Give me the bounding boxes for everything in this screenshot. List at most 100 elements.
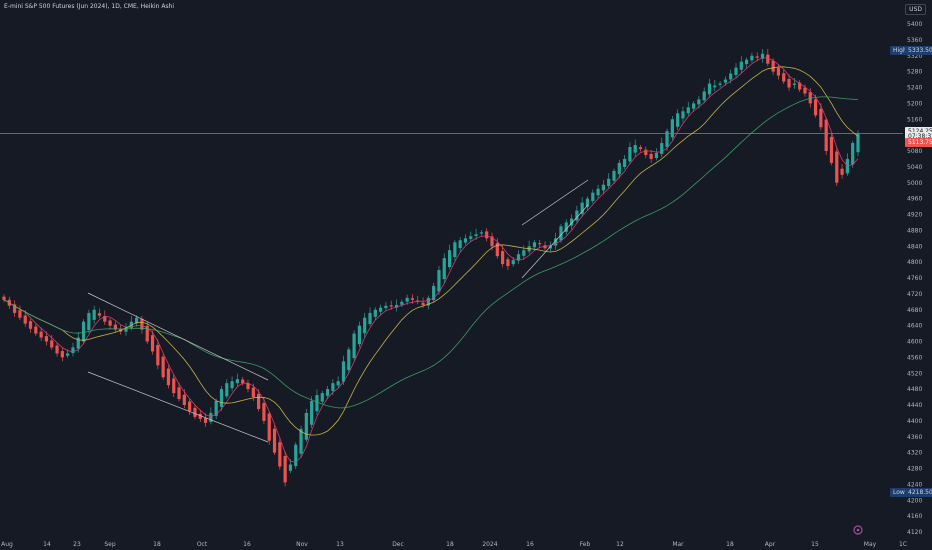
candle-body (352, 333, 356, 359)
candle-body (331, 383, 335, 391)
candle-body (432, 285, 436, 301)
y-tick-label: 5080 (907, 148, 922, 155)
candle-body (782, 73, 786, 82)
y-tick-label: 4560 (907, 354, 922, 361)
candle-body (379, 307, 383, 312)
x-tick-label: Dec (392, 541, 404, 548)
candle-body (729, 73, 733, 80)
candle-body (559, 226, 563, 241)
x-tick-label: Mar (672, 541, 684, 548)
candle-body (357, 325, 361, 345)
y-tick-label: 5320 (907, 53, 922, 60)
candle-body (633, 145, 637, 153)
candle-body (437, 270, 441, 292)
x-tick-label: Oct (197, 541, 208, 548)
candle-body (856, 133, 860, 153)
trendline[interactable] (87, 292, 269, 381)
y-tick-label: 4920 (907, 212, 922, 219)
trendline[interactable] (521, 204, 589, 279)
x-tick-label: 18 (446, 541, 454, 548)
candle-body (87, 312, 91, 330)
candle-body (829, 136, 834, 163)
candle-body (336, 381, 340, 386)
candle-body (421, 302, 425, 305)
candle-body (676, 113, 680, 127)
candle-body (808, 92, 812, 104)
candle-body (267, 413, 271, 441)
candle-body (760, 53, 765, 59)
candle-body (288, 464, 293, 471)
candle-body (230, 381, 234, 389)
y-tick-label: 4720 (907, 291, 922, 298)
y-tick-label: 4600 (907, 339, 922, 346)
candle-body (755, 56, 759, 58)
tradingview-logo-icon (853, 525, 863, 535)
candle-body (66, 353, 70, 356)
y-tick-label: 4120 (907, 529, 922, 536)
candle-body (723, 79, 727, 83)
trendline[interactable] (87, 371, 269, 443)
candle-body (617, 162, 621, 175)
x-tick-label: 16 (243, 541, 251, 548)
candle-body (177, 387, 181, 400)
candle-body (325, 389, 330, 396)
moving-average-ma-fast (3, 57, 859, 463)
candle-body (516, 254, 521, 261)
x-tick-label: 18 (726, 541, 734, 548)
candle-body (405, 297, 409, 302)
candle-body (341, 361, 346, 382)
candle-body (161, 356, 165, 378)
candle-body (426, 297, 430, 306)
candle-body (145, 325, 149, 342)
candle-body (39, 331, 43, 338)
candle-body (394, 304, 399, 308)
candle-body (283, 455, 287, 483)
currency-selector[interactable]: USD (905, 4, 926, 15)
candle-body (569, 218, 574, 226)
candle-body (2, 296, 6, 300)
candle-body (745, 59, 749, 65)
x-tick-label: 1C (899, 541, 907, 548)
candle-body (310, 401, 314, 425)
candle-body (851, 143, 855, 165)
candle-body (691, 103, 696, 109)
candle-body (495, 242, 499, 257)
candle-body (734, 67, 738, 75)
countdown-tag: 07:38:33 (905, 132, 932, 142)
candle-body (23, 315, 27, 324)
trendline[interactable] (521, 179, 589, 226)
y-tick-label: 4400 (907, 418, 922, 425)
candle-body (272, 428, 277, 453)
candle-body (13, 304, 17, 313)
y-tick-label: 4760 (907, 275, 922, 282)
candle-body (469, 236, 473, 239)
candle-body (644, 149, 648, 155)
y-tick-label: 4680 (907, 307, 922, 314)
y-tick-label: 5040 (907, 164, 922, 171)
candle-body (787, 78, 791, 88)
candle-body (638, 147, 643, 150)
candle-body (840, 168, 844, 175)
x-tick-label: May (864, 541, 877, 548)
candle-body (241, 379, 245, 384)
y-tick-label: 4160 (907, 513, 922, 520)
candle-body (92, 309, 96, 320)
candle-body (198, 413, 202, 419)
high-label-tag: High (890, 45, 910, 55)
y-tick-label: 4480 (907, 386, 922, 393)
candle-body (235, 379, 239, 384)
candle-body (50, 340, 54, 348)
candle-body (140, 318, 144, 330)
candle-body (771, 60, 775, 72)
candle-body (60, 351, 64, 358)
y-tick-label: 5160 (907, 116, 922, 123)
y-tick-label: 5000 (907, 180, 922, 187)
candle-body (225, 383, 229, 397)
x-tick-label: 13 (336, 541, 344, 548)
moving-average-ma-mid (3, 66, 859, 436)
candle-body (750, 55, 754, 61)
candle-body (81, 321, 86, 342)
candle-body (124, 327, 128, 332)
y-tick-label: 4520 (907, 370, 922, 377)
